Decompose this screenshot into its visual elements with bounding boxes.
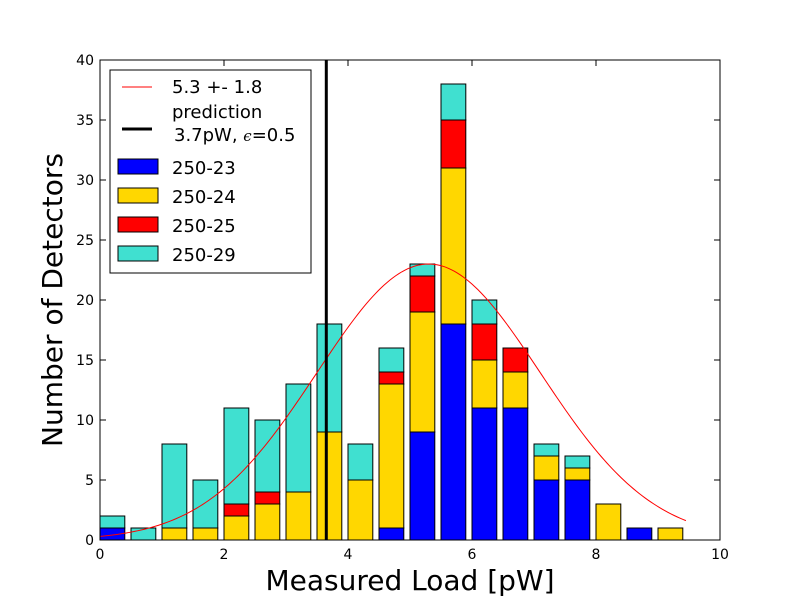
x-tick-label-0: 0 [96, 547, 105, 563]
bar-250-24-bin-7 [316, 431, 343, 541]
ticks-layer: 0 2 4 6 8 10 0 5 10 15 20 25 30 35 40 [76, 53, 729, 563]
legend-prediction-label-line2: 3.7pW, ϵ=0.5 [174, 125, 295, 146]
legend: 5.3 +- 1.8 prediction 3.7pW, ϵ=0.5 250-2… [109, 69, 312, 274]
bar-250-24-bin-8 [347, 479, 374, 541]
legend-swatch-250-25 [117, 216, 159, 233]
gaussian-fit-curve [99, 263, 687, 537]
legend-prediction-text: 3.7pW, [174, 125, 243, 146]
legend-swatch-250-23 [117, 158, 159, 175]
x-tick-label-6: 6 [468, 547, 477, 563]
y-tick-label-30: 30 [76, 173, 94, 189]
bar-250-23-bin-13 [502, 407, 529, 541]
bar-250-24-bin-14 [533, 455, 560, 481]
y-tick-label-35: 35 [76, 113, 94, 129]
legend-label-250-29: 250-29 [172, 245, 236, 266]
bar-250-24-bin-18 [657, 527, 684, 541]
x-tick-label-2: 2 [220, 547, 229, 563]
bar-250-29-bin-6 [285, 383, 312, 493]
bar-250-24-bin-13 [502, 371, 529, 409]
x-tick-label-10: 10 [711, 547, 729, 563]
bar-250-24-bin-5 [254, 503, 281, 541]
bar-250-29-bin-7 [316, 323, 343, 433]
bar-250-25-bin-10 [409, 275, 436, 313]
x-tick-label-4: 4 [344, 547, 353, 563]
bar-250-29-bin-8 [347, 443, 374, 481]
y-tick-label-20: 20 [76, 293, 94, 309]
bar-250-25-bin-13 [502, 347, 529, 373]
bar-250-25-bin-4 [223, 503, 250, 517]
y-tick-label-25: 25 [76, 233, 94, 249]
legend-prediction-label-line1: prediction [172, 102, 262, 123]
y-tick-label-5: 5 [85, 473, 94, 489]
x-axis-title: Measured Load [pW] [265, 564, 554, 597]
bar-250-29-bin-4 [223, 407, 250, 505]
bar-250-24-bin-3 [192, 527, 219, 541]
bar-250-29-bin-15 [564, 455, 591, 469]
bar-250-23-bin-10 [409, 431, 436, 541]
bar-250-29-bin-0 [99, 515, 126, 529]
legend-fit-label: 5.3 +- 1.8 [172, 77, 262, 98]
legend-prediction-suffix: =0.5 [252, 125, 296, 146]
bars-layer [99, 83, 684, 541]
bar-250-29-bin-3 [192, 479, 219, 529]
bar-250-29-bin-2 [161, 443, 188, 529]
bar-250-24-bin-10 [409, 311, 436, 433]
bar-250-24-bin-2 [161, 527, 188, 541]
legend-label-250-23: 250-23 [172, 158, 236, 179]
bar-250-24-bin-6 [285, 491, 312, 541]
bar-250-29-bin-10 [409, 263, 436, 277]
y-tick-label-10: 10 [76, 413, 94, 429]
y-tick-label-0: 0 [85, 533, 94, 549]
bar-250-29-bin-14 [533, 443, 560, 457]
bar-250-24-bin-4 [223, 515, 250, 541]
bar-250-25-bin-9 [378, 371, 405, 385]
legend-label-250-25: 250-25 [172, 216, 236, 237]
legend-epsilon-symbol: ϵ [243, 127, 252, 145]
bar-250-24-bin-12 [471, 359, 498, 409]
bar-250-24-bin-11 [440, 167, 467, 325]
bar-250-23-bin-17 [626, 527, 653, 541]
bar-250-23-bin-11 [440, 323, 467, 541]
x-tick-label-8: 8 [592, 547, 601, 563]
bar-250-23-bin-15 [564, 479, 591, 541]
bar-250-29-bin-9 [378, 347, 405, 373]
bar-250-24-bin-15 [564, 467, 591, 481]
bar-250-29-bin-11 [440, 83, 467, 121]
bar-250-25-bin-5 [254, 491, 281, 505]
bar-250-23-bin-12 [471, 407, 498, 541]
bar-250-24-bin-16 [595, 503, 622, 541]
y-axis-title: Number of Detectors [36, 153, 69, 447]
y-tick-label-15: 15 [76, 353, 94, 369]
bar-250-29-bin-12 [471, 299, 498, 325]
bar-250-23-bin-9 [378, 527, 405, 541]
legend-swatch-250-24 [117, 187, 159, 204]
bar-250-25-bin-11 [440, 119, 467, 169]
bar-250-23-bin-14 [533, 479, 560, 541]
bar-250-24-bin-9 [378, 383, 405, 529]
bar-250-25-bin-12 [471, 323, 498, 361]
legend-label-250-24: 250-24 [172, 187, 236, 208]
legend-swatch-250-29 [117, 245, 159, 262]
y-tick-label-40: 40 [76, 53, 94, 69]
